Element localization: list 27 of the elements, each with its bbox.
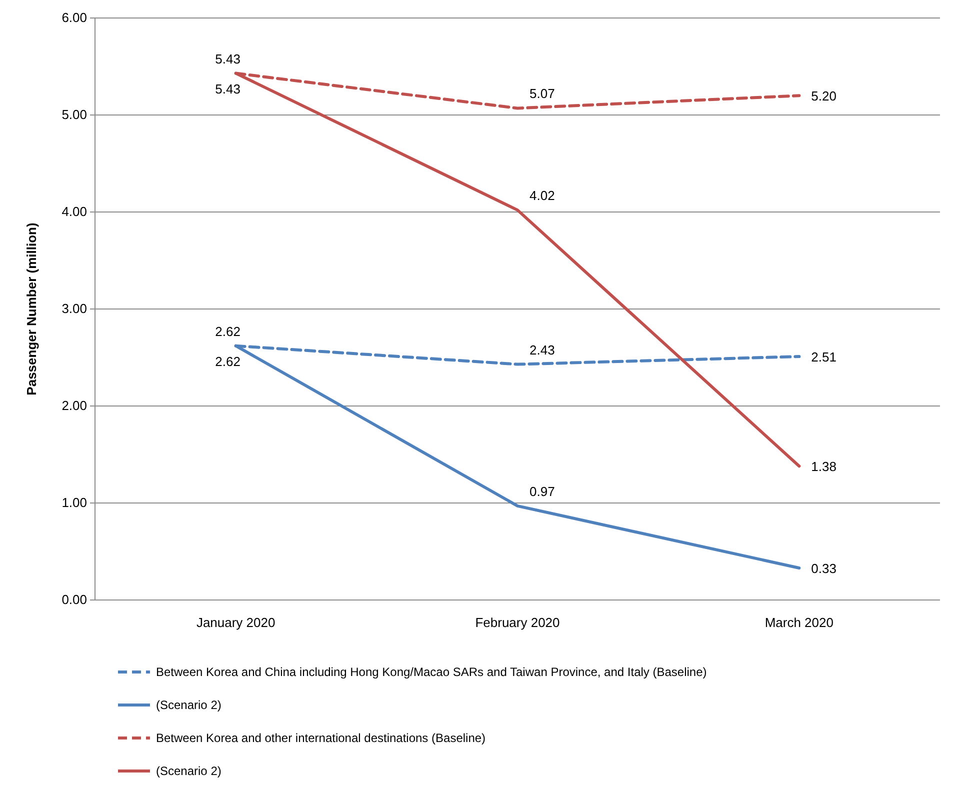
data-label: 5.43 [215, 51, 240, 66]
data-label: 2.62 [215, 324, 240, 339]
y-tick-label: 1.00 [62, 495, 87, 510]
y-tick-label: 6.00 [62, 10, 87, 25]
data-label: 0.33 [811, 560, 836, 576]
x-tick-label: March 2020 [764, 615, 834, 630]
y-axis-title: Passenger Number (million) [24, 222, 39, 396]
data-label: 2.43 [530, 342, 555, 358]
legend-label: (Scenario 2) [156, 698, 222, 712]
y-tick-label: 3.00 [62, 301, 87, 316]
data-label: 4.02 [530, 188, 555, 204]
x-tick-label: January 2020 [196, 615, 276, 630]
legend-label: Between Korea and other international destinations (Baseline) [156, 731, 486, 745]
legend-label: (Scenario 2) [156, 764, 222, 778]
data-label: 5.20 [811, 88, 836, 104]
y-tick-label: 5.00 [62, 107, 87, 122]
data-label: 2.62 [215, 354, 240, 369]
legend-label: Between Korea and China including Hong Kong/Macao SARs and Taiwan Province, and Italy (Baseline) [156, 665, 707, 679]
y-tick-label: 2.00 [62, 398, 87, 413]
data-label: 2.51 [811, 350, 836, 365]
data-label: 0.97 [530, 484, 555, 499]
y-tick-label: 0.00 [62, 592, 87, 607]
data-label: 5.07 [530, 86, 555, 102]
data-label: 5.43 [215, 81, 240, 96]
x-tick-label: February 2020 [475, 615, 560, 630]
y-tick-label: 4.00 [62, 204, 87, 219]
data-label: 1.38 [811, 459, 836, 474]
